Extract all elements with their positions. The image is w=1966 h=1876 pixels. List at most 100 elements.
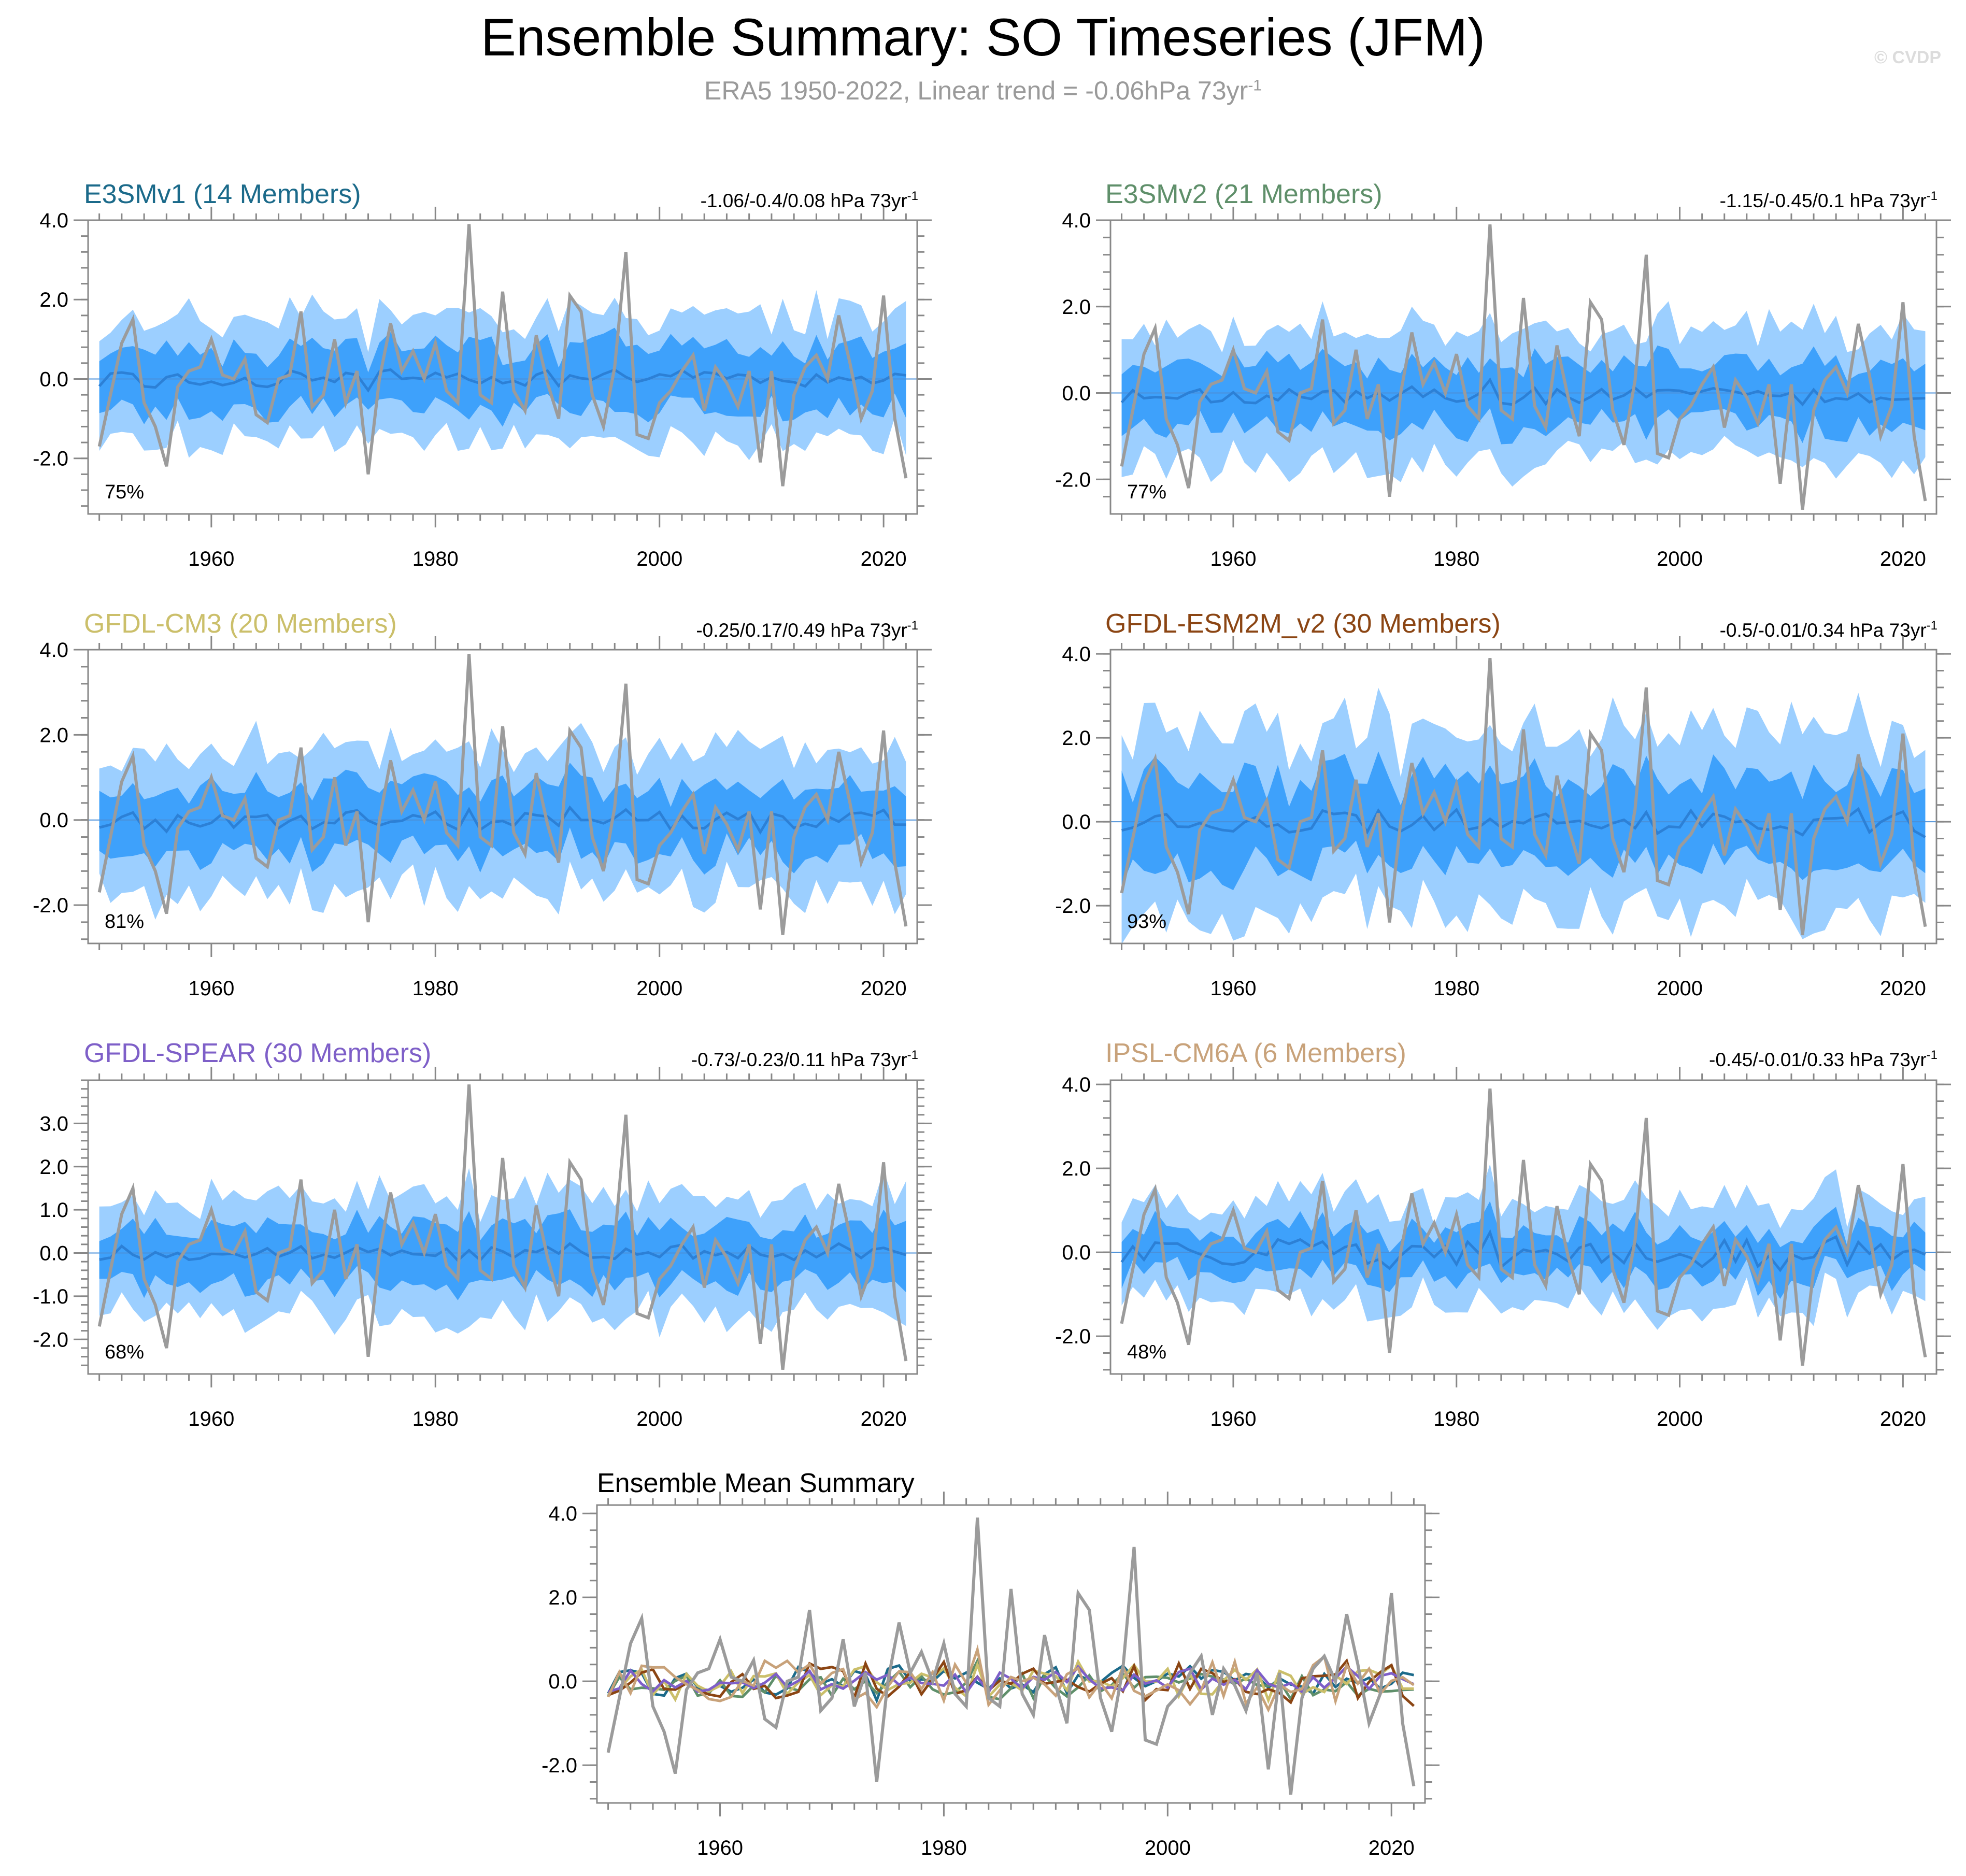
y-tick-label: 0.0	[1062, 811, 1091, 834]
x-tick-label: 2000	[1657, 1408, 1703, 1430]
chart-panel-2: E3SMv2 (21 Members) -1.15/-0.45/0.1 hPa 7…	[1055, 179, 1951, 570]
y-tick-label: 4.0	[1062, 209, 1091, 232]
inner-spread-band	[99, 327, 906, 427]
chart-panel-3: GFDL-CM3 (20 Members) -0.25/0.17/0.49 hPa…	[33, 609, 932, 1000]
chart-panel-1: E3SMv1 (14 Members) -1.06/-0.4/0.08 hPa 7…	[33, 179, 932, 570]
chart-panel-4: GFDL-ESM2M_v2 (30 Members) -0.5/-0.01/0.3…	[1055, 609, 1951, 1000]
x-tick-label: 2020	[1880, 1408, 1926, 1430]
plot-area	[606, 1517, 1416, 1795]
trend-value: -0.45/-0.01/0.33 hPa 73yr	[1709, 1049, 1927, 1070]
x-tick-label: 2000	[636, 977, 682, 1000]
page-subtitle: ERA5 1950-2022, Linear trend = -0.06hPa …	[0, 76, 1966, 106]
trend-value: -1.06/-0.4/0.08 hPa 73yr	[701, 190, 907, 211]
observed-line	[97, 224, 908, 486]
panel-title: E3SMv2 (21 Members)	[1105, 179, 1383, 209]
y-tick-label: -2.0	[1055, 468, 1091, 491]
trend-label: -0.25/0.17/0.49 hPa 73yr-1	[696, 619, 918, 641]
x-tick-label: 2000	[1145, 1837, 1191, 1859]
y-tick-label: 0.0	[1062, 1241, 1091, 1264]
y-tick-label: 0.0	[39, 809, 68, 832]
trend-exponent: -1	[907, 619, 918, 633]
trend-label: -1.15/-0.45/0.1 hPa 73yr-1	[1720, 189, 1937, 211]
trend-exponent: -1	[907, 1048, 918, 1062]
percent-label: 48%	[1127, 1341, 1166, 1363]
percent-label: 93%	[1127, 911, 1166, 933]
x-tick-label: 1960	[697, 1837, 743, 1859]
y-tick-label: 2.0	[39, 289, 68, 311]
observed-line	[1120, 658, 1927, 936]
trend-value: -0.73/-0.23/0.11 hPa 73yr	[691, 1049, 907, 1070]
percent-label: 75%	[105, 481, 144, 503]
trend-value: -0.5/-0.01/0.34 hPa 73yr	[1720, 620, 1927, 641]
subtitle-exponent: -1	[1248, 77, 1262, 94]
trend-exponent: -1	[1927, 619, 1937, 633]
x-tick-label: 2020	[1369, 1837, 1415, 1859]
trend-value: -0.25/0.17/0.49 hPa 73yr	[696, 620, 907, 641]
y-tick-label: 2.0	[1062, 727, 1091, 750]
x-tick-label: 1960	[188, 1408, 234, 1430]
percent-label: 77%	[1127, 481, 1166, 503]
plot-area	[1110, 658, 1936, 943]
trend-label: -0.45/-0.01/0.33 hPa 73yr-1	[1709, 1048, 1937, 1070]
y-tick-label: 4.0	[1062, 1073, 1091, 1096]
trend-exponent: -1	[1927, 189, 1937, 203]
x-tick-label: 2000	[1657, 548, 1703, 570]
plot-area	[88, 654, 917, 935]
panel-title: E3SMv1 (14 Members)	[84, 179, 361, 209]
plot-area	[1110, 1089, 1936, 1366]
trend-label: -0.5/-0.01/0.34 hPa 73yr-1	[1720, 619, 1937, 641]
page-title: Ensemble Summary: SO Timeseries (JFM)	[480, 8, 1486, 67]
subtitle-text: ERA5 1950-2022, Linear trend = -0.06hPa …	[704, 76, 1248, 105]
x-tick-label: 1980	[1433, 548, 1479, 570]
observed-line	[97, 654, 908, 935]
panel-title: GFDL-ESM2M_v2 (30 Members)	[1105, 609, 1501, 639]
x-tick-label: 2020	[1880, 977, 1926, 1000]
x-tick-label: 1980	[921, 1837, 967, 1859]
x-tick-label: 1980	[1433, 977, 1479, 1000]
observed-line	[606, 1517, 1416, 1795]
panel-title: Ensemble Mean Summary	[597, 1468, 915, 1498]
observed-line	[97, 1084, 908, 1370]
trend-exponent: -1	[1927, 1048, 1937, 1062]
percent-label: 68%	[105, 1341, 144, 1363]
y-tick-label: 0.0	[548, 1670, 577, 1693]
x-tick-label: 1960	[1210, 977, 1256, 1000]
observed-line	[1120, 224, 1927, 510]
observed-line	[1120, 1089, 1927, 1366]
y-tick-label: 0.0	[39, 368, 68, 391]
y-tick-label: -2.0	[33, 894, 68, 917]
x-tick-label: 1980	[412, 977, 459, 1000]
panel-title: IPSL-CM6A (6 Members)	[1105, 1038, 1406, 1068]
x-tick-label: 1960	[1210, 1408, 1256, 1430]
chart-panel-6: IPSL-CM6A (6 Members) -0.45/-0.01/0.33 hP…	[1055, 1038, 1951, 1430]
x-tick-label: 1980	[412, 548, 459, 570]
trend-exponent: -1	[907, 189, 918, 203]
plot-area	[88, 224, 917, 486]
y-tick-label: 2.0	[39, 1156, 68, 1179]
x-tick-label: 1980	[412, 1408, 459, 1430]
y-tick-label: 0.0	[1062, 382, 1091, 405]
y-tick-label: 4.0	[548, 1502, 577, 1525]
y-tick-label: -2.0	[33, 448, 68, 470]
trend-value: -1.15/-0.45/0.1 hPa 73yr	[1720, 190, 1927, 211]
x-tick-label: 1960	[1210, 548, 1256, 570]
y-tick-label: -2.0	[1055, 895, 1091, 918]
chart-panel-5: GFDL-SPEAR (30 Members) -0.73/-0.23/0.11 …	[33, 1038, 932, 1430]
x-tick-label: 2020	[1880, 548, 1926, 570]
y-tick-label: 0.0	[39, 1242, 68, 1265]
x-tick-label: 2020	[861, 977, 907, 1000]
x-tick-label: 2020	[861, 1408, 907, 1430]
watermark: © CVDP	[1874, 48, 1941, 67]
plot-area	[88, 1084, 917, 1370]
panel-title: GFDL-SPEAR (30 Members)	[84, 1038, 431, 1068]
y-tick-label: 2.0	[548, 1586, 577, 1609]
trend-label: -1.06/-0.4/0.08 hPa 73yr-1	[701, 189, 918, 211]
x-tick-label: 2020	[861, 548, 907, 570]
x-tick-label: 1980	[1433, 1408, 1479, 1430]
percent-label: 81%	[105, 911, 144, 933]
y-tick-label: 2.0	[39, 724, 68, 747]
inner-spread-band	[1121, 345, 1926, 445]
y-tick-label: 2.0	[1062, 1157, 1091, 1180]
x-tick-label: 1960	[188, 548, 234, 570]
